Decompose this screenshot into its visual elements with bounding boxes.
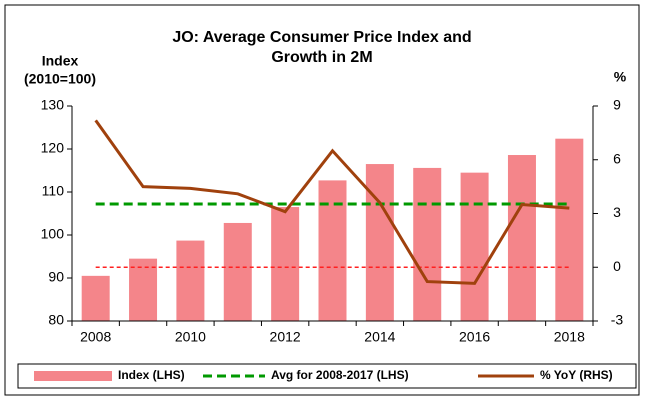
x-tick-label: 2016 [459,329,490,345]
y-tick-label: 130 [41,97,65,113]
legend-label: Avg for 2008-2017 (LHS) [271,368,409,382]
y2-tick-label: 6 [613,150,621,166]
bar [460,172,489,321]
bar [365,164,394,321]
x-tick-label: 2010 [175,329,206,345]
legend-swatch [34,371,112,381]
legend-label: Index (LHS) [118,368,185,382]
line-series [94,119,570,285]
y2-axis-label: % [614,69,627,85]
x-tick-label: 2008 [80,329,111,345]
legend-label: % YoY (RHS) [540,368,613,382]
y-tick-label: 100 [41,226,65,242]
bar [507,155,536,321]
y2-tick-label: 9 [613,97,621,113]
x-tick-label: 2018 [554,329,585,345]
y-tick-label: 90 [48,269,64,285]
bar [223,222,252,321]
chart-title: JO: Average Consumer Price Index and [172,29,471,46]
chart-title: Growth in 2M [271,49,372,66]
y2-tick-label: -3 [611,312,624,328]
y2-tick-label: 0 [613,258,621,274]
bar [318,180,347,321]
y-tick-label: 110 [42,183,65,199]
y2-tick-label: 3 [613,204,621,220]
bar [271,207,300,321]
bar [129,258,158,321]
bar [555,138,584,321]
x-tick-label: 2012 [270,329,301,345]
bar [176,240,205,321]
x-tick-label: 2014 [364,329,395,345]
y-axis-label: (2010=100) [24,71,96,87]
y-tick-label: 80 [48,312,64,328]
legend-box [17,363,637,389]
y-axis-label: Index [42,53,79,69]
bar [81,275,110,321]
y-tick-label: 120 [41,140,65,156]
bar [413,167,442,321]
